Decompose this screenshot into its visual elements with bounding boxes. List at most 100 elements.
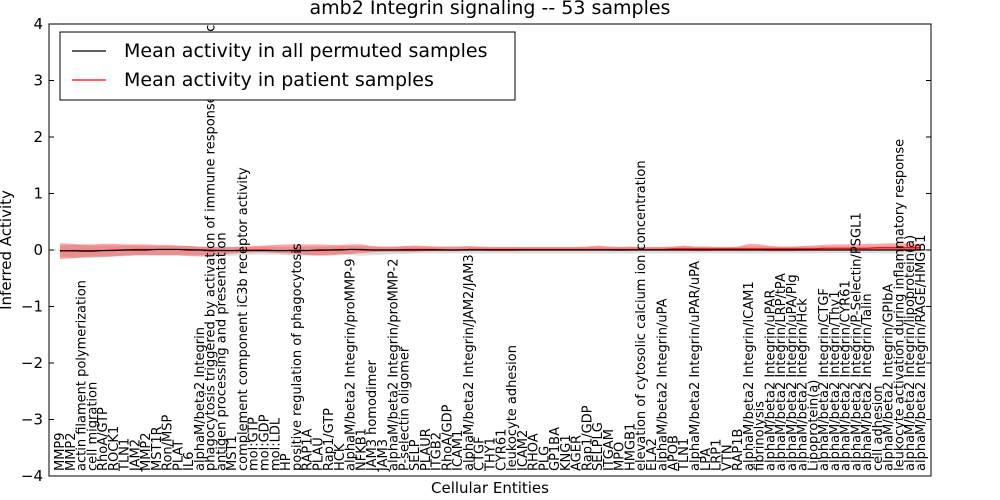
y-tick-label: 3 bbox=[33, 72, 43, 90]
category-label: JAM3 bbox=[376, 439, 391, 472]
category-label: Rap1/GTP bbox=[322, 408, 337, 471]
category-label: ELA2 bbox=[645, 438, 660, 471]
category-label: alphaM/beta2 Integrin/LRP/tPA bbox=[774, 273, 789, 471]
category-label: alphaM/beta2 Integrin/CTGF bbox=[817, 288, 832, 471]
category-label: ROCK1 bbox=[107, 426, 122, 471]
category-label: VTN bbox=[720, 444, 735, 471]
category-label: alphaM/beta2 Integrin/JAM2/JAM3 bbox=[462, 254, 477, 471]
category-label: PLAUR bbox=[419, 428, 434, 471]
category-label: JAM2 bbox=[128, 439, 143, 472]
category-label: alphaM/beta2 Integrin/CYR61 bbox=[839, 280, 854, 471]
y-tick-label: 0 bbox=[33, 241, 43, 259]
category-label: LPA bbox=[699, 448, 714, 471]
category-label: MMP2 bbox=[64, 432, 79, 471]
category-label: CYR61 bbox=[494, 429, 509, 471]
category-label: actin filament polymerization bbox=[75, 280, 90, 471]
category-label: alphaM/beta2 Integrin/Talin bbox=[860, 293, 875, 471]
y-tick-label: −3 bbox=[21, 411, 43, 429]
y-tick-label: −1 bbox=[21, 298, 43, 316]
category-label: APOB bbox=[666, 435, 681, 471]
category-label: PLG bbox=[537, 446, 552, 471]
category-label: CTGF bbox=[473, 436, 488, 471]
category-label: GP1BA bbox=[548, 427, 563, 471]
category-label: leukocyte activation during inflammatory… bbox=[892, 139, 907, 471]
category-label: MST1R bbox=[150, 426, 165, 471]
category-label: KNG1 bbox=[559, 434, 574, 471]
category-label: fibrinolysis bbox=[753, 401, 768, 471]
category-label: alphaM/beta2 Integrin/Hck bbox=[796, 298, 811, 471]
category-label: HCK bbox=[333, 443, 348, 471]
y-tick-label: −4 bbox=[21, 467, 43, 485]
category-label: alphaM/beta2 Integrin/uPAR bbox=[763, 289, 778, 471]
category-label: alphaM/beta2 Integrin/uPA bbox=[656, 298, 671, 471]
category-label: mol:GDP bbox=[257, 414, 272, 471]
category-label: THY1 bbox=[484, 437, 499, 472]
y-axis-label: Inferred Activity bbox=[0, 190, 15, 310]
band-patient bbox=[60, 243, 921, 260]
category-label: AGER bbox=[570, 435, 585, 471]
category-label: alphaM/beta2 Integrin/proMMP-2 bbox=[387, 258, 402, 471]
category-label: mol:LDL bbox=[268, 417, 283, 471]
category-label: RAP1B bbox=[731, 429, 746, 471]
category-label: leukocyte adhesion bbox=[505, 345, 520, 471]
category-label: RAP1A bbox=[301, 428, 316, 471]
category-label: ITGB2 bbox=[430, 432, 445, 471]
legend: Mean activity in all permuted samples Me… bbox=[59, 31, 516, 101]
legend-entry-permuted: Mean activity in all permuted samples bbox=[124, 40, 487, 62]
y-tick-label: 1 bbox=[33, 185, 43, 203]
category-label: SELP bbox=[408, 439, 423, 471]
category-label: alphaM/beta2 Integrin/lipoprotein(a) bbox=[903, 235, 918, 471]
category-label: Rap1/GDP bbox=[580, 405, 595, 471]
category-label: TLN1 bbox=[118, 438, 133, 472]
category-label: RhoA/GTP bbox=[96, 407, 111, 471]
category-label: Lipoprotein(a) bbox=[806, 380, 821, 471]
category-label: HMGB1 bbox=[623, 423, 638, 471]
legend-entry-patient: Mean activity in patient samples bbox=[124, 69, 434, 91]
category-label: alphaM/beta2 Integrin/Thy1 bbox=[828, 291, 843, 472]
category-label: RHOA bbox=[527, 433, 542, 471]
category-label: phagocytosis triggered by activation of … bbox=[204, 0, 219, 471]
category-label: ITGAM bbox=[602, 429, 617, 471]
category-label: MPO bbox=[613, 442, 628, 471]
category-label: positive regulation of phagocytosis bbox=[290, 243, 305, 471]
category-label: IL6 bbox=[182, 452, 197, 471]
category-label: alphaM/beta2 Integrin/proMMP-9 bbox=[344, 258, 359, 471]
category-label: LRP1 bbox=[710, 439, 725, 471]
category-label: SELPLG bbox=[591, 422, 606, 471]
category-label: MST1 bbox=[225, 435, 240, 471]
category-label: Ron/MSP bbox=[161, 415, 176, 471]
category-label: alphaM/beta2 Integrin/GPIbA bbox=[882, 284, 897, 471]
y-tick-label: 2 bbox=[33, 128, 43, 146]
category-label: RhoA/GDP bbox=[440, 404, 455, 471]
category-label: alphaM/beta2 Integrin/uPAR/uPA bbox=[688, 261, 703, 471]
category-label: alphaM/beta2 Integrin/uPA/Plg bbox=[785, 274, 800, 471]
category-label: alphaM/beta2 Integrin/P-Selectin/PSGL1 bbox=[849, 212, 864, 471]
category-label: alphaM/beta2 Integrin/RAGE/HMGB1 bbox=[914, 235, 929, 471]
category-label: complement component iC3b receptor activ… bbox=[236, 167, 251, 471]
category-label: alphaM/beta2 Integrin/ICAM1 bbox=[742, 281, 757, 471]
category-label: PLAT bbox=[171, 440, 186, 471]
legend-box bbox=[59, 31, 516, 101]
category-label: mol:GTP bbox=[247, 417, 262, 471]
category-label: MMP2 bbox=[139, 432, 154, 471]
category-label: alphaM/beta2 Integrin bbox=[193, 327, 208, 471]
x-axis-label: Cellular Entities bbox=[431, 479, 549, 497]
category-label: NFKB1 bbox=[354, 428, 369, 471]
category-label: HP bbox=[279, 453, 294, 471]
y-tick-label: 4 bbox=[33, 15, 43, 33]
category-label: TLN1 bbox=[677, 438, 692, 472]
category-label: antigen processing and presentation bbox=[214, 232, 229, 471]
chart-title: amb2 Integrin signaling -- 53 samples bbox=[310, 0, 671, 19]
category-label: PLAU bbox=[311, 437, 326, 471]
category-label: cell adhesion bbox=[871, 385, 886, 471]
category-label: cell migration bbox=[85, 382, 100, 471]
series-line-permuted bbox=[60, 248, 921, 252]
category-label: ICAM1 bbox=[451, 430, 466, 471]
category-label: P-selectin oligomer bbox=[397, 346, 412, 471]
band-permuted bbox=[60, 244, 921, 258]
category-label: JAM3 homodimer bbox=[365, 360, 380, 472]
category-label: ICAM2 bbox=[516, 430, 531, 471]
y-tick-label: −2 bbox=[21, 354, 43, 372]
category-label: MMP9 bbox=[53, 432, 68, 471]
